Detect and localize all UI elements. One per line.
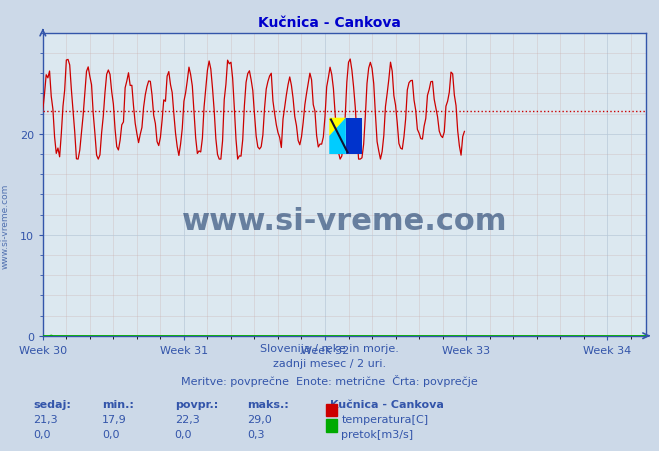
Text: 21,3: 21,3	[33, 414, 57, 424]
Text: zadnji mesec / 2 uri.: zadnji mesec / 2 uri.	[273, 359, 386, 368]
Text: 29,0: 29,0	[247, 414, 272, 424]
Text: 0,0: 0,0	[175, 429, 192, 439]
Text: 0,0: 0,0	[33, 429, 51, 439]
Text: 0,3: 0,3	[247, 429, 265, 439]
Text: temperatura[C]: temperatura[C]	[341, 414, 428, 424]
Text: Meritve: povprečne  Enote: metrične  Črta: povprečje: Meritve: povprečne Enote: metrične Črta:…	[181, 374, 478, 387]
Text: sedaj:: sedaj:	[33, 399, 71, 409]
Text: maks.:: maks.:	[247, 399, 289, 409]
Polygon shape	[346, 119, 362, 155]
Text: www.si-vreme.com: www.si-vreme.com	[182, 207, 507, 235]
Polygon shape	[330, 119, 346, 137]
Text: min.:: min.:	[102, 399, 134, 409]
Text: 17,9: 17,9	[102, 414, 127, 424]
Text: Slovenija / reke in morje.: Slovenija / reke in morje.	[260, 343, 399, 353]
Text: Kučnica - Cankova: Kučnica - Cankova	[330, 399, 444, 409]
Text: pretok[m3/s]: pretok[m3/s]	[341, 429, 413, 439]
Polygon shape	[330, 119, 346, 155]
Text: 0,0: 0,0	[102, 429, 120, 439]
Text: 22,3: 22,3	[175, 414, 200, 424]
Text: www.si-vreme.com: www.si-vreme.com	[1, 183, 10, 268]
Text: povpr.:: povpr.:	[175, 399, 218, 409]
Text: Kučnica - Cankova: Kučnica - Cankova	[258, 16, 401, 30]
